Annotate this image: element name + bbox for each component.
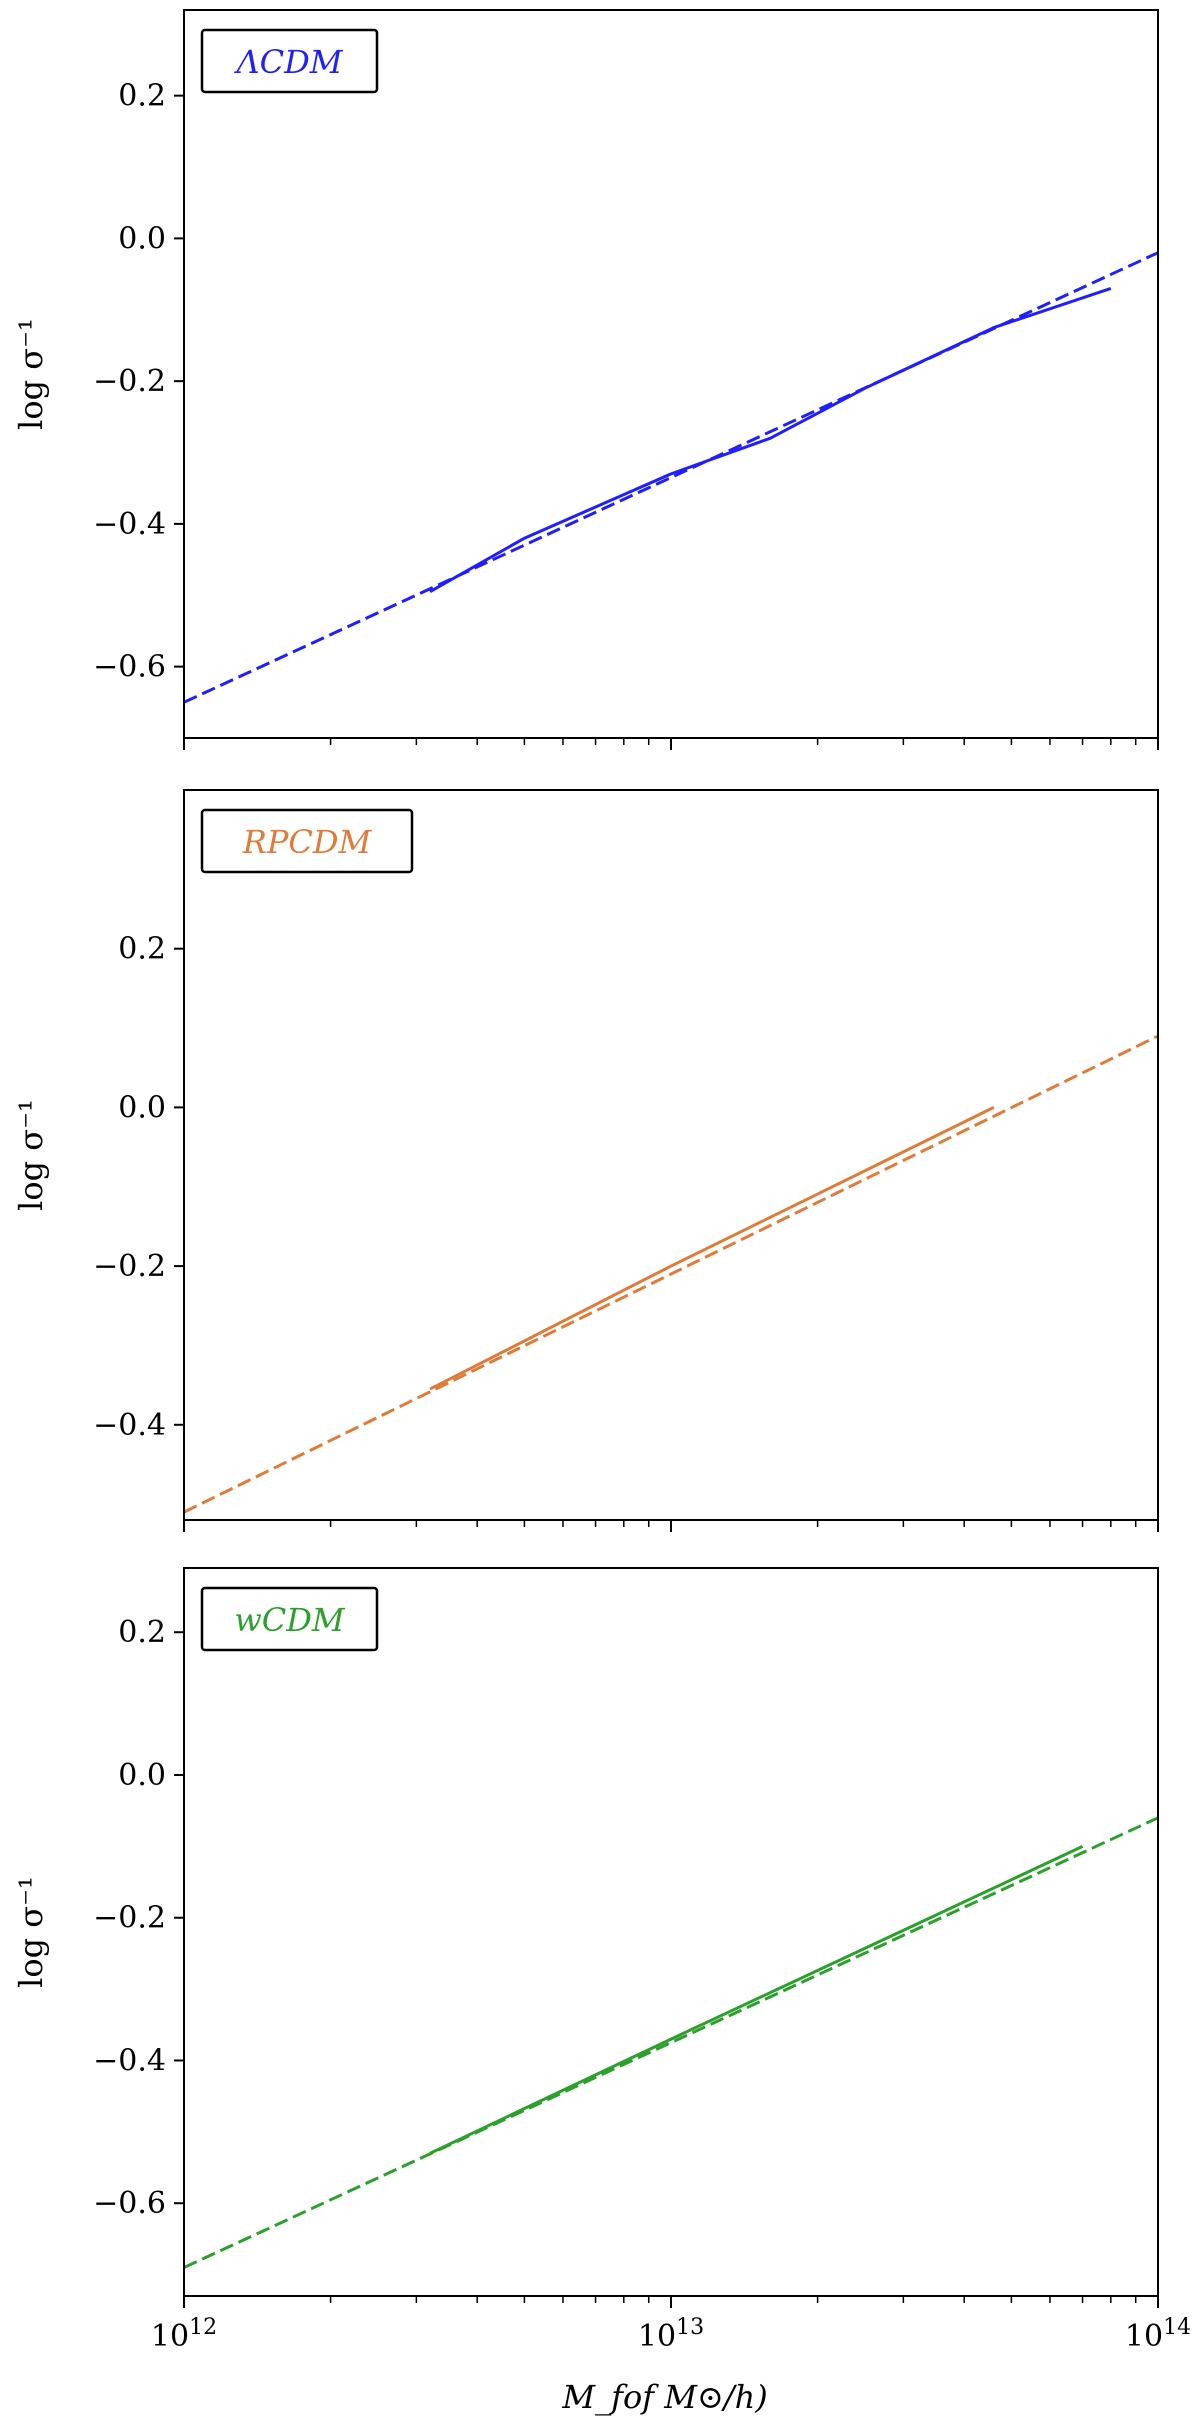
y-tick-label: 0.2 xyxy=(118,1615,166,1650)
chart-panel-3: 0.2 0.0 −0.2 −0.4 −0.6 1012 1013 1014 log σ⁻¹ wCD… xyxy=(12,1567,1191,2354)
x-axis-label: M_fof M⊙/h) xyxy=(561,2378,767,2416)
y-tick-label: −0.6 xyxy=(93,650,166,685)
legend: ΛCDM xyxy=(200,28,379,94)
y-tick-label: 0.2 xyxy=(118,932,166,967)
y-axis-label: log σ⁻¹ xyxy=(12,1099,50,1211)
y-tick-label: −0.4 xyxy=(93,507,166,542)
y-tick-label: −0.6 xyxy=(93,2186,166,2221)
axes-frame xyxy=(183,789,1159,1521)
y-tick-label: 0.0 xyxy=(118,1758,166,1793)
x-tick-label: 1013 xyxy=(638,2315,704,2354)
legend-label: ΛCDM xyxy=(233,43,343,81)
chart-panel-1: 0.2 0.0 −0.2 −0.4 −0.6 log σ⁻¹ ΛCDM xyxy=(12,9,1159,750)
x-tick-label: 1014 xyxy=(1125,2315,1191,2354)
y-tick-label: −0.4 xyxy=(93,1408,166,1443)
y-tick-label: 0.0 xyxy=(118,221,166,256)
y-tick-label: −0.2 xyxy=(93,364,166,399)
chart-panel-2: 0.2 0.0 −0.2 −0.4 log σ⁻¹ RPCDM xyxy=(12,789,1159,1532)
axes-frame xyxy=(183,9,1159,739)
legend-box xyxy=(200,1586,379,1652)
legend: RPCDM xyxy=(200,808,414,874)
series-dashed-line xyxy=(184,1816,1158,2269)
legend-box xyxy=(200,808,414,874)
legend-label: RPCDM xyxy=(242,823,373,861)
y-tick-label: −0.4 xyxy=(93,2043,166,2078)
y-tick-label: −0.2 xyxy=(93,1901,166,1936)
series-dashed-line xyxy=(184,1034,1158,1514)
series-solid-line xyxy=(429,1106,995,1391)
legend-box xyxy=(200,28,379,94)
y-tick-label: 0.0 xyxy=(118,1090,166,1125)
y-tick-label: 0.2 xyxy=(118,79,166,114)
y-tick-label: −0.2 xyxy=(93,1249,166,1284)
legend: wCDM xyxy=(200,1586,379,1652)
series-solid-line xyxy=(429,1845,1084,2155)
axes-frame xyxy=(183,1567,1159,2297)
legend-label: wCDM xyxy=(234,1601,346,1639)
y-axis-label: log σ⁻¹ xyxy=(12,1876,50,1988)
series-solid-line xyxy=(429,286,1112,594)
x-tick-label: 1012 xyxy=(151,2315,217,2354)
y-axis-label: log σ⁻¹ xyxy=(12,318,50,430)
